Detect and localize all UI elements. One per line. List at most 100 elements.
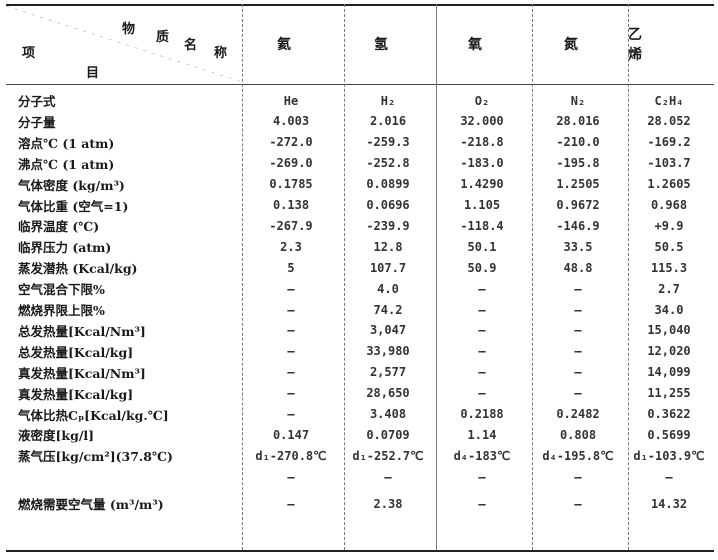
row-value: — — [574, 386, 582, 401]
row-label: 空气混合下限% — [18, 282, 105, 298]
row-value: H₂ — [380, 93, 396, 108]
row-value: — — [287, 323, 295, 338]
row-value: — — [287, 344, 295, 359]
row-value: 0.2482 — [556, 407, 600, 421]
table-row: 总发热量[Kcal/Nm³] — 3,047 — — 15,040 — [6, 320, 714, 341]
row-value: -267.9 — [269, 218, 313, 233]
row-value: 1.4290 — [460, 177, 504, 192]
table-row: 燃烧需要空气量 (m³/m³) — 2.38 — — 14.32 — [6, 493, 714, 514]
row-value: -239.9 — [366, 218, 410, 233]
row-value: — — [574, 365, 582, 380]
row-value: 0.808 — [559, 427, 597, 442]
row-label: 临界压力 (atm) — [18, 240, 112, 256]
row-value: 33,980 — [366, 344, 410, 359]
table-row: 气体比热Cₚ[Kcal/kg.℃] — 3.408 0.2188 0.2482 0.362… — [6, 404, 714, 425]
column-divider — [242, 4, 243, 550]
table-row: 气体密度 (kg/m³) 0.1785 0.0899 1.4290 1.2505 1.26… — [6, 174, 714, 195]
row-label: 临界温度 (℃) — [18, 219, 100, 235]
row-value: 0.968 — [650, 198, 688, 212]
row-label: 气体密度 (kg/m³) — [18, 177, 125, 193]
row-value: 0.1785 — [269, 177, 313, 192]
row-label: 气体比重 (空气=1) — [18, 198, 129, 214]
row-value: 33.5 — [563, 239, 593, 254]
row-value: 0.3622 — [647, 407, 691, 421]
column-header-nitrogen: 氮 — [564, 37, 596, 53]
row-value: -272.0 — [269, 135, 313, 150]
column-divider — [436, 4, 437, 550]
row-value: 107.7 — [369, 260, 407, 275]
row-value: — — [287, 302, 295, 317]
column-divider — [532, 4, 533, 550]
row-label: 气体比热Cₚ[Kcal/kg.℃] — [18, 407, 169, 423]
row-value: 14,099 — [647, 365, 691, 380]
table-row: 临界温度 (℃) -267.9 -239.9 -118.4 -146.9 +9.9 — [6, 215, 714, 236]
row-value: 4.003 — [272, 114, 310, 129]
table-row: 总发热量[Kcal/kg] — 33,980 — — 12,020 — [6, 341, 714, 362]
row-value: 2,577 — [369, 365, 407, 380]
row-value: — — [478, 323, 486, 338]
row-value: 50.5 — [654, 239, 684, 254]
row-value: d₁-252.7℃ — [352, 448, 424, 463]
row-value: N₂ — [570, 93, 586, 108]
table-row: 蒸气压[kg/cm²](37.8℃) d₁-270.8℃ d₁-252.7℃ d₄-1… — [6, 445, 714, 466]
property-table: 物 质 名 称 项 目 氦 氢 氧 氮 乙 烯 分子式 He H₂ O₂ N₂ C₂H₄ 分… — [6, 4, 714, 556]
table-top-rule — [6, 4, 714, 6]
row-value: d₁-103.9℃ — [633, 448, 705, 463]
row-label: 真发热量[Kcal/kg] — [18, 386, 134, 402]
row-value: 115.3 — [650, 260, 688, 275]
table-row: 真发热量[Kcal/Nm³] — 2,577 — — 14,099 — [6, 362, 714, 383]
row-value: 50.9 — [467, 260, 497, 275]
row-value: -259.3 — [366, 135, 410, 150]
row-value: -183.0 — [460, 156, 504, 171]
column-divider — [628, 4, 629, 550]
row-value: 12,020 — [647, 344, 691, 359]
row-value: -195.8 — [556, 156, 600, 171]
row-value: -146.9 — [556, 218, 600, 233]
row-value: 15,040 — [647, 323, 691, 338]
row-value: 48.8 — [563, 260, 593, 275]
row-label: 溶点℃ (1 atm) — [18, 135, 115, 151]
row-value: 1.2505 — [556, 177, 600, 192]
row-value: 2.7 — [658, 281, 680, 296]
table-row: 蒸发潜热 (Kcal/kg) 5 107.7 50.9 48.8 115.3 — [6, 257, 714, 278]
table-row: 分子式 He H₂ O₂ N₂ C₂H₄ — [6, 90, 714, 111]
corner-header: 物 质 名 称 项 目 — [6, 4, 242, 84]
row-value: 1.2605 — [647, 177, 691, 192]
row-value: 28.016 — [556, 114, 600, 129]
corner-top-char: 物 — [122, 22, 136, 37]
column-header-ethylene: 乙 烯 — [628, 27, 660, 63]
corner-left-label: 项 — [22, 46, 36, 61]
table-row: 临界压力 (atm) 2.3 12.8 50.1 33.5 50.5 — [6, 236, 714, 257]
row-value: — — [478, 496, 486, 511]
row-value: d₄-195.8℃ — [542, 448, 614, 463]
row-value: 0.2188 — [460, 407, 504, 421]
row-value: — — [287, 386, 295, 401]
row-value: 2.3 — [280, 239, 302, 254]
row-label: 液密度[kg/l] — [18, 428, 95, 444]
table-row: 气体比重 (空气=1) 0.138 0.0696 1.105 0.9672 0.968 — [6, 195, 714, 216]
row-value: — — [574, 469, 582, 484]
row-value: -118.4 — [460, 218, 504, 233]
row-label: 蒸气压[kg/cm²](37.8℃) — [18, 449, 173, 465]
table-row: 沸点℃ (1 atm) -269.0 -252.8 -183.0 -195.8 -103.… — [6, 153, 714, 174]
row-value: — — [574, 323, 582, 338]
row-value: 0.5699 — [647, 427, 691, 442]
row-label: 沸点℃ (1 atm) — [18, 156, 115, 172]
row-value: O₂ — [474, 93, 490, 108]
corner-bottom-label: 目 — [86, 66, 100, 81]
corner-top-char: 名 — [184, 38, 198, 53]
row-value: 3.408 — [369, 407, 407, 421]
row-value: — — [478, 386, 486, 401]
row-value: 28.052 — [647, 114, 691, 129]
table-row: — — — — — — [6, 466, 714, 487]
row-value: 1.14 — [467, 427, 497, 442]
row-value: +9.9 — [654, 218, 684, 233]
row-value: 28,650 — [366, 386, 410, 401]
table-row: 液密度[kg/l] 0.147 0.0709 1.14 0.808 0.5699 — [6, 424, 714, 445]
row-label: 分子式 — [18, 94, 56, 109]
row-value: 4.0 — [377, 281, 399, 296]
row-label: 蒸发潜热 (Kcal/kg) — [18, 261, 138, 277]
row-label: 分子量 — [18, 114, 56, 130]
row-value: 14.32 — [650, 496, 688, 511]
row-value: 1.105 — [463, 198, 501, 212]
